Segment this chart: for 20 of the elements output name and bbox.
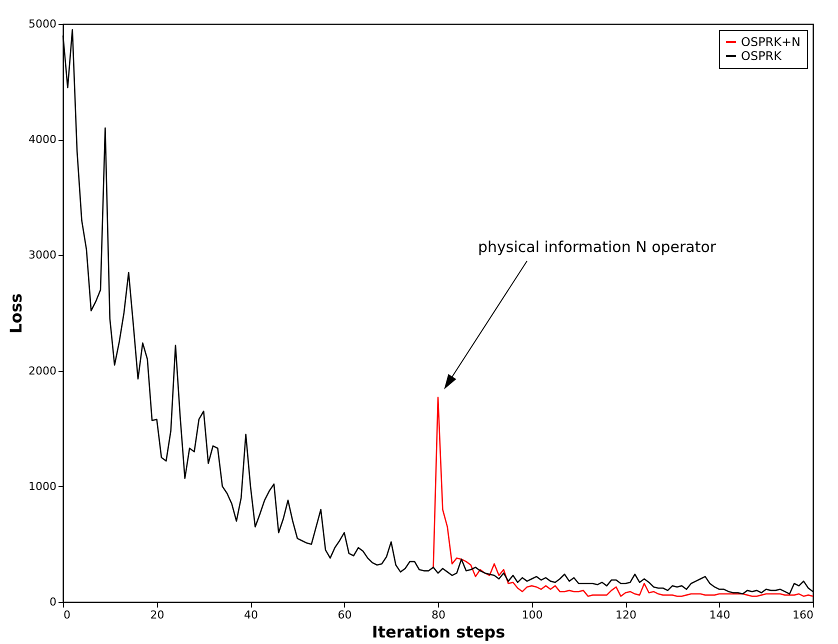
x-axis-title: Iteration steps bbox=[372, 622, 506, 642]
x-tick-label: 20 bbox=[150, 608, 164, 622]
annotation: physical information N operator bbox=[478, 238, 717, 256]
x-tick-label: 40 bbox=[244, 608, 258, 622]
y-tick-label: 2000 bbox=[28, 364, 56, 378]
x-tick-label: 60 bbox=[338, 608, 352, 622]
x-tick-label: 0 bbox=[64, 608, 70, 622]
x-tick-label: 80 bbox=[432, 608, 446, 622]
y-tick-label: 1000 bbox=[28, 480, 56, 493]
x-tick-label: 140 bbox=[709, 608, 730, 622]
legend-label: OSPRK+N bbox=[741, 35, 801, 49]
y-tick-label: 0 bbox=[50, 596, 56, 608]
x-tick-label: 120 bbox=[616, 608, 636, 622]
y-tick-label: 3000 bbox=[28, 248, 56, 262]
y-tick-label: 5000 bbox=[28, 18, 56, 30]
x-tick-label: 160 bbox=[792, 608, 814, 622]
legend-label: OSPRK bbox=[741, 49, 783, 63]
y-axis-title: Loss bbox=[6, 293, 26, 334]
y-tick-label: 4000 bbox=[28, 133, 56, 146]
x-tick-label: 100 bbox=[522, 608, 543, 622]
